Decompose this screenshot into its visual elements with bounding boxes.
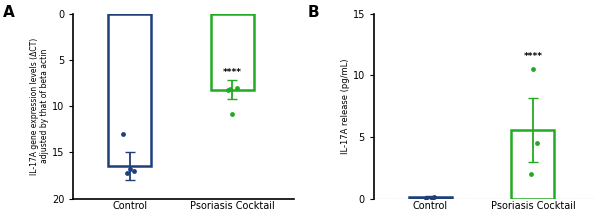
Bar bbox=[409, 197, 452, 199]
Point bbox=[129, 169, 139, 173]
Text: B: B bbox=[308, 5, 319, 20]
Bar bbox=[211, 14, 254, 90]
Text: ****: **** bbox=[223, 68, 242, 77]
Point bbox=[532, 141, 542, 145]
Bar bbox=[108, 14, 151, 166]
Point bbox=[227, 112, 237, 115]
Point bbox=[223, 88, 233, 91]
Bar bbox=[511, 130, 554, 199]
Point bbox=[125, 167, 134, 171]
Y-axis label: IL-17A gene expression levels (ΔCT)
adjusted by that of beta actin: IL-17A gene expression levels (ΔCT) adju… bbox=[29, 38, 49, 175]
Point bbox=[122, 171, 131, 174]
Text: A: A bbox=[2, 5, 14, 20]
Point bbox=[430, 196, 439, 199]
Point bbox=[526, 172, 536, 176]
Text: ****: **** bbox=[523, 52, 542, 61]
Point bbox=[233, 86, 242, 90]
Point bbox=[119, 132, 128, 136]
Y-axis label: IL-17A release (pg/mL): IL-17A release (pg/mL) bbox=[341, 59, 350, 154]
Point bbox=[421, 196, 431, 200]
Point bbox=[528, 68, 538, 71]
Point bbox=[226, 87, 235, 90]
Point bbox=[428, 196, 437, 199]
